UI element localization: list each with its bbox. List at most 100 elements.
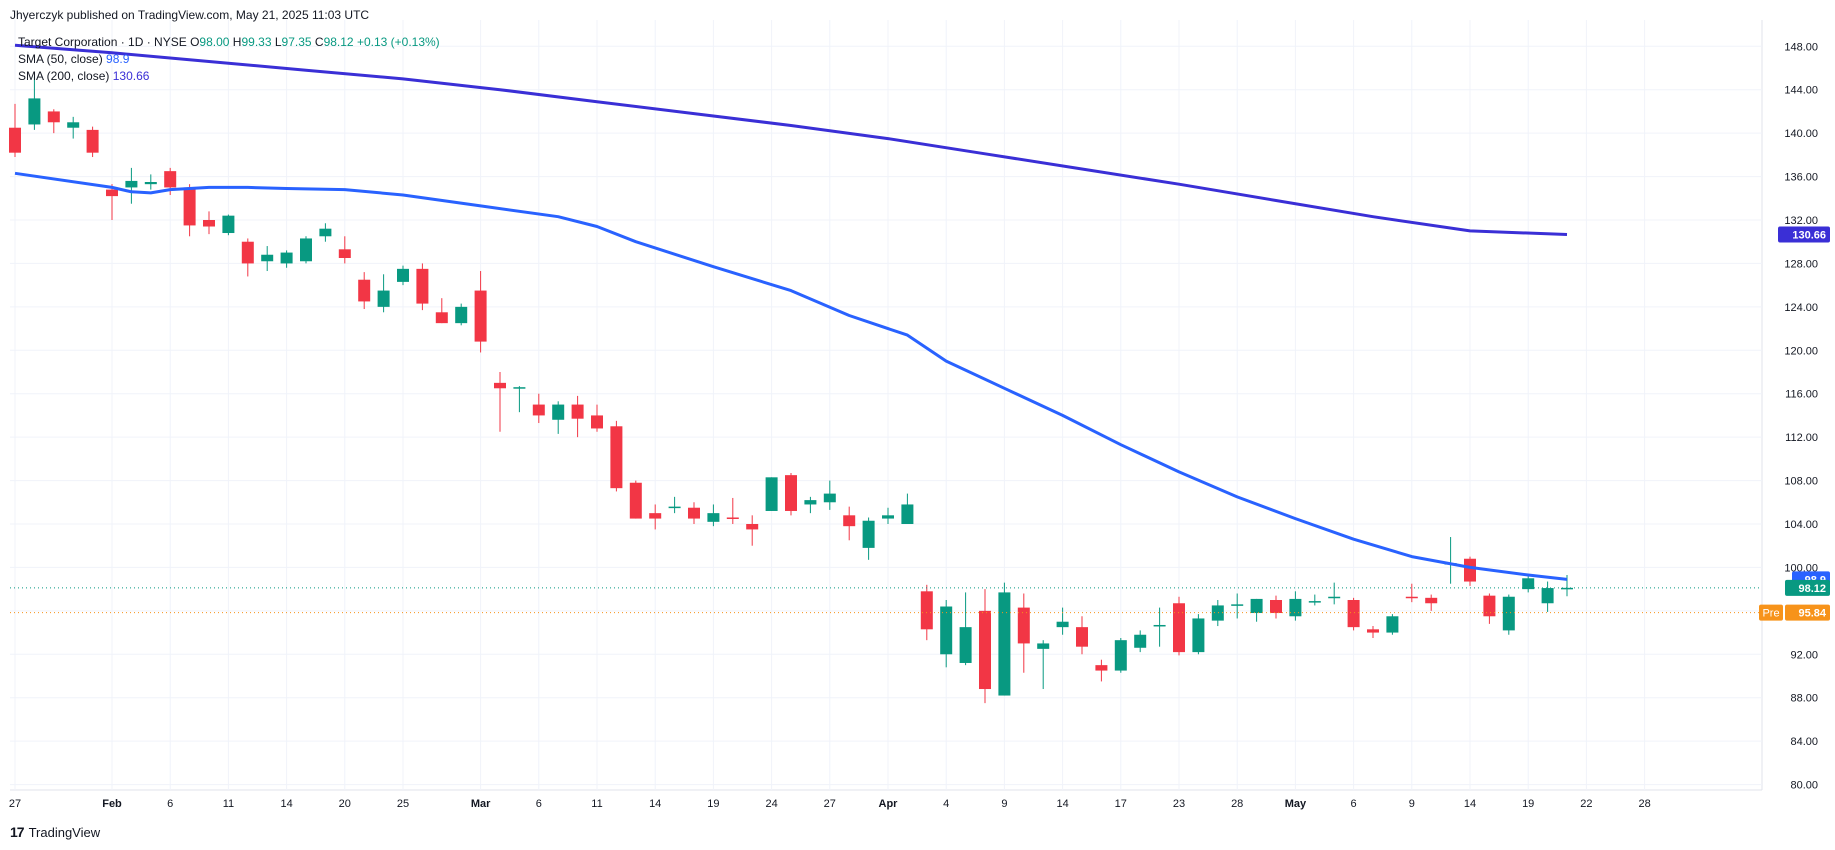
x-tick-label: 22: [1580, 798, 1592, 810]
ohlc-row: Target Corporation · 1D · NYSE O98.00 H9…: [18, 34, 440, 51]
candle: [300, 236, 312, 264]
candle: [203, 211, 215, 235]
candle-body: [164, 171, 177, 188]
open-value: 98.00: [199, 35, 230, 49]
x-tick-label: Mar: [471, 798, 491, 810]
y-tick-label: 124.00: [1784, 302, 1818, 314]
candle: [1095, 659, 1108, 682]
price-marker-tag-box: [1759, 604, 1783, 621]
candle-body: [1483, 595, 1496, 617]
time-axis[interactable]: 27 Feb 6 11 14 20 25 Mar 6 11 14 19 24 27 Apr 4 9 14 17 23 2…: [9, 798, 1651, 810]
symbol-label[interactable]: Target Corporation · 1D · NYSE: [18, 35, 187, 49]
candle-body: [959, 627, 972, 663]
candle: [862, 517, 875, 560]
candle-body: [397, 268, 409, 282]
candle: [998, 582, 1011, 696]
candle-body: [67, 122, 80, 128]
candle: [1386, 614, 1399, 635]
candle: [125, 167, 138, 204]
candle-body: [106, 189, 118, 197]
x-tick-label: 11: [223, 798, 234, 810]
publisher-note: Jhyerczyk published on TradingView.com, …: [10, 8, 370, 22]
price-marker[interactable]: 98.12: [1785, 579, 1830, 596]
candle: [319, 223, 332, 242]
x-tick-label: 6: [167, 798, 173, 810]
change-value: +0.13 (+0.13%): [356, 35, 440, 49]
candle-body: [1134, 634, 1147, 648]
tradingview-logo-icon[interactable]: 17: [10, 824, 25, 840]
sma200-row[interactable]: SMA (200, close) 130.66: [18, 68, 440, 85]
sma50-row[interactable]: SMA (50, close) 98.9: [18, 51, 440, 68]
candle: [455, 303, 468, 326]
y-tick-label: 144.00: [1784, 85, 1818, 97]
candle: [688, 502, 700, 524]
candle: [9, 103, 21, 158]
candle-body: [416, 268, 429, 304]
y-tick-label: 84.00: [1790, 736, 1818, 748]
candle: [1250, 598, 1263, 622]
candle-body: [1425, 597, 1438, 604]
y-tick-label: 108.00: [1784, 476, 1818, 488]
candle-body: [998, 592, 1011, 696]
x-tick-label: 20: [339, 798, 351, 810]
candle: [1425, 594, 1438, 611]
candle-body: [222, 215, 235, 234]
x-tick-label: 28: [1638, 798, 1650, 810]
candle-body: [668, 506, 681, 509]
candle-body: [338, 249, 351, 258]
candle-body: [804, 500, 817, 505]
candle-body: [979, 610, 991, 690]
price-marker-box: [1785, 579, 1830, 596]
price-marker[interactable]: 130.66: [1778, 226, 1830, 243]
candle: [1347, 597, 1360, 631]
candle-body: [474, 290, 487, 342]
candle-body: [1561, 587, 1573, 590]
y-tick-label: 128.00: [1784, 258, 1818, 270]
brand-name: TradingView: [28, 824, 101, 840]
candle: [823, 480, 836, 510]
candle: [707, 504, 720, 527]
grid: [10, 20, 1763, 791]
chart-legend: Target Corporation · 1D · NYSE O98.00 H9…: [18, 34, 440, 85]
candle-body: [862, 520, 875, 548]
candle-body: [1231, 604, 1244, 606]
candle-body: [1502, 596, 1515, 631]
candle-body: [1308, 601, 1321, 603]
candle-body: [203, 220, 215, 227]
candle-body: [843, 515, 856, 527]
candle: [261, 246, 274, 272]
candle: [649, 504, 662, 530]
candle: [47, 109, 60, 134]
candle-body: [571, 404, 584, 419]
candle: [1134, 630, 1147, 653]
x-tick-label: 14: [1056, 798, 1068, 810]
candle-body: [144, 182, 157, 185]
price-marker[interactable]: 95.84 Pre: [1759, 604, 1830, 621]
candle: [1270, 595, 1282, 619]
x-tick-label: 9: [1001, 798, 1007, 810]
x-tick-label: 9: [1409, 798, 1415, 810]
candle: [1308, 594, 1321, 606]
candle-body: [882, 515, 894, 519]
candle: [1076, 616, 1088, 655]
candle: [144, 174, 157, 190]
candle-body: [940, 606, 953, 655]
candle-body: [1173, 603, 1185, 653]
candle: [338, 236, 351, 264]
candle-body: [455, 306, 468, 324]
candle-body: [280, 252, 293, 264]
candle: [280, 250, 293, 268]
close-label: C: [314, 35, 324, 49]
price-axis[interactable]: 80.0084.0088.0092.0096.00100.00104.00108…: [1784, 41, 1818, 791]
candle: [1173, 596, 1185, 656]
y-tick-label: 92.00: [1790, 649, 1818, 661]
x-tick-label: 27: [9, 798, 21, 810]
candle-body: [726, 517, 739, 519]
candle: [610, 420, 623, 492]
x-tick-label: 6: [536, 798, 542, 810]
y-tick-label: 104.00: [1784, 519, 1818, 531]
price-marker-label: 130.66: [1792, 230, 1826, 242]
candle: [513, 386, 526, 413]
